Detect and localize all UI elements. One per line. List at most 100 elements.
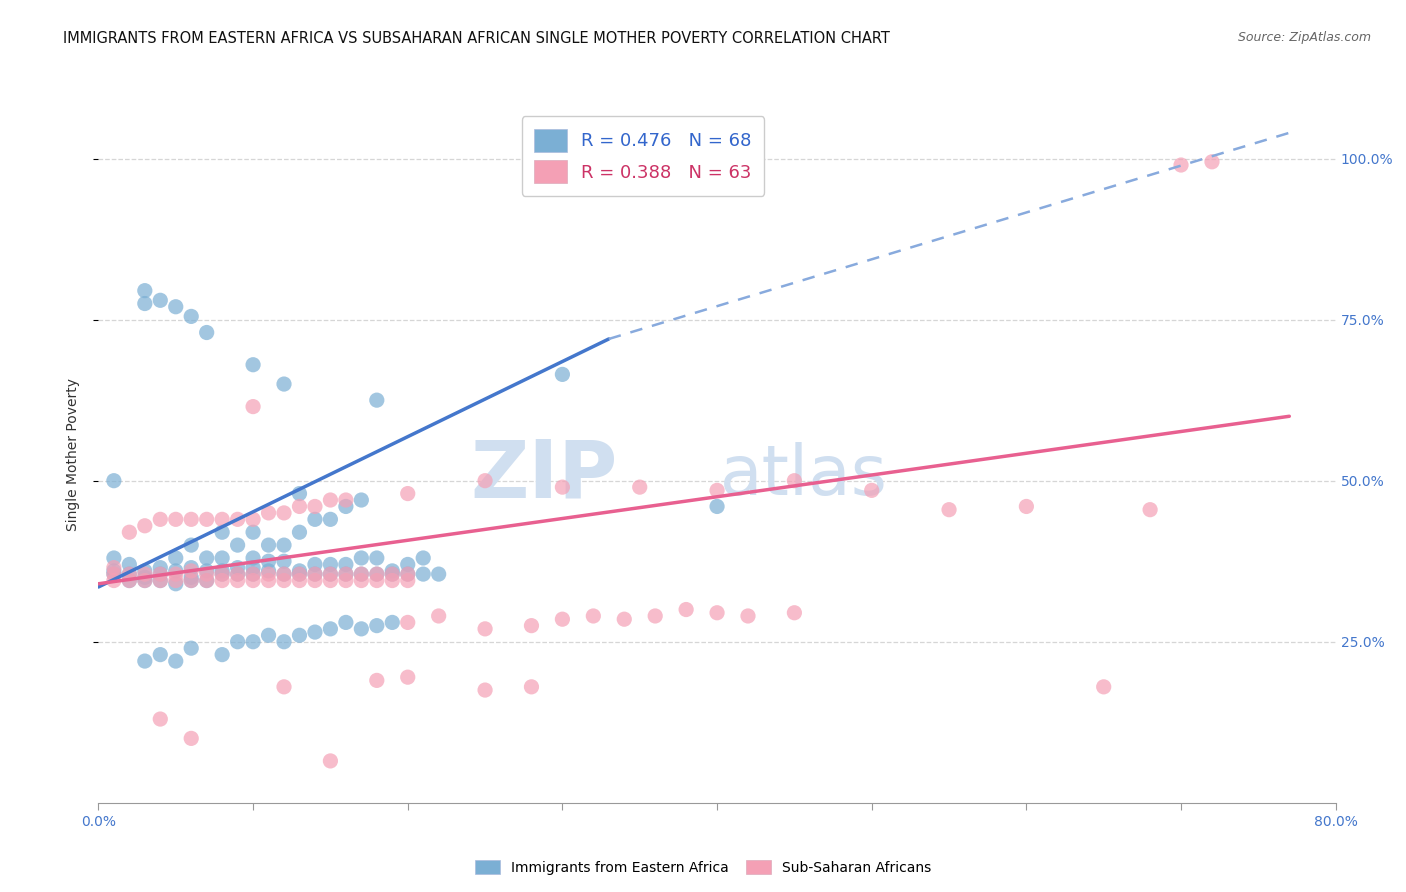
- Point: [288, 567, 311, 582]
- Point: [195, 512, 218, 526]
- Point: [118, 525, 141, 540]
- Point: [737, 609, 759, 624]
- Point: [134, 574, 156, 588]
- Point: [273, 506, 295, 520]
- Point: [103, 474, 125, 488]
- Point: [226, 634, 249, 648]
- Point: [350, 574, 373, 588]
- Point: [551, 368, 574, 382]
- Point: [242, 525, 264, 540]
- Point: [273, 554, 295, 568]
- Point: [226, 567, 249, 582]
- Point: [319, 754, 342, 768]
- Point: [134, 284, 156, 298]
- Point: [412, 567, 434, 582]
- Y-axis label: Single Mother Poverty: Single Mother Poverty: [66, 378, 80, 532]
- Point: [180, 512, 202, 526]
- Point: [242, 358, 264, 372]
- Point: [211, 525, 233, 540]
- Point: [1015, 500, 1038, 514]
- Point: [195, 574, 218, 588]
- Point: [242, 400, 264, 414]
- Point: [288, 486, 311, 500]
- Point: [149, 574, 172, 588]
- Point: [180, 641, 202, 656]
- Point: [242, 560, 264, 574]
- Point: [335, 500, 357, 514]
- Point: [165, 512, 187, 526]
- Point: [273, 567, 295, 582]
- Point: [257, 506, 280, 520]
- Point: [860, 483, 883, 498]
- Point: [180, 310, 202, 324]
- Point: [149, 293, 172, 308]
- Text: Source: ZipAtlas.com: Source: ZipAtlas.com: [1237, 31, 1371, 45]
- Point: [350, 567, 373, 582]
- Point: [180, 731, 202, 746]
- Point: [180, 560, 202, 574]
- Point: [381, 615, 404, 630]
- Point: [180, 570, 202, 584]
- Point: [304, 574, 326, 588]
- Point: [1201, 154, 1223, 169]
- Point: [149, 648, 172, 662]
- Point: [242, 634, 264, 648]
- Point: [195, 564, 218, 578]
- Point: [288, 567, 311, 582]
- Point: [706, 483, 728, 498]
- Text: IMMIGRANTS FROM EASTERN AFRICA VS SUBSAHARAN AFRICAN SINGLE MOTHER POVERTY CORRE: IMMIGRANTS FROM EASTERN AFRICA VS SUBSAH…: [63, 31, 890, 46]
- Point: [180, 574, 202, 588]
- Point: [938, 502, 960, 516]
- Point: [706, 606, 728, 620]
- Point: [319, 567, 342, 582]
- Point: [257, 564, 280, 578]
- Point: [350, 567, 373, 582]
- Point: [304, 512, 326, 526]
- Point: [257, 567, 280, 582]
- Point: [103, 567, 125, 582]
- Point: [366, 567, 388, 582]
- Legend: Immigrants from Eastern Africa, Sub-Saharan Africans: Immigrants from Eastern Africa, Sub-Saha…: [470, 855, 936, 880]
- Point: [195, 326, 218, 340]
- Point: [520, 618, 543, 632]
- Point: [288, 525, 311, 540]
- Point: [211, 564, 233, 578]
- Point: [350, 551, 373, 566]
- Point: [165, 300, 187, 314]
- Point: [288, 574, 311, 588]
- Point: [118, 567, 141, 582]
- Point: [474, 622, 496, 636]
- Point: [103, 560, 125, 574]
- Point: [366, 393, 388, 408]
- Point: [319, 574, 342, 588]
- Point: [366, 551, 388, 566]
- Point: [396, 558, 419, 572]
- Point: [412, 551, 434, 566]
- Point: [644, 609, 666, 624]
- Point: [242, 551, 264, 566]
- Point: [304, 625, 326, 640]
- Point: [180, 564, 202, 578]
- Point: [103, 551, 125, 566]
- Text: atlas: atlas: [720, 442, 887, 509]
- Point: [149, 574, 172, 588]
- Point: [226, 560, 249, 574]
- Point: [273, 538, 295, 552]
- Point: [288, 628, 311, 642]
- Point: [273, 634, 295, 648]
- Point: [381, 567, 404, 582]
- Point: [134, 296, 156, 310]
- Point: [134, 654, 156, 668]
- Point: [288, 500, 311, 514]
- Point: [319, 558, 342, 572]
- Point: [335, 567, 357, 582]
- Point: [366, 574, 388, 588]
- Point: [242, 574, 264, 588]
- Point: [675, 602, 697, 616]
- Point: [319, 493, 342, 508]
- Point: [396, 486, 419, 500]
- Point: [366, 673, 388, 688]
- Point: [706, 500, 728, 514]
- Point: [118, 567, 141, 582]
- Point: [226, 567, 249, 582]
